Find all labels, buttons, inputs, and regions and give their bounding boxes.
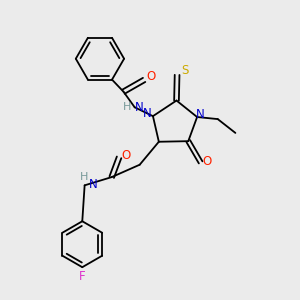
Text: S: S: [181, 64, 188, 77]
Text: N: N: [135, 101, 144, 114]
Text: O: O: [147, 70, 156, 83]
Text: H: H: [80, 172, 88, 182]
Text: N: N: [89, 178, 98, 191]
Text: N: N: [143, 107, 152, 120]
Text: O: O: [121, 149, 130, 162]
Text: F: F: [79, 269, 86, 283]
Text: O: O: [202, 155, 212, 168]
Text: N: N: [196, 108, 204, 121]
Text: H: H: [123, 102, 131, 112]
